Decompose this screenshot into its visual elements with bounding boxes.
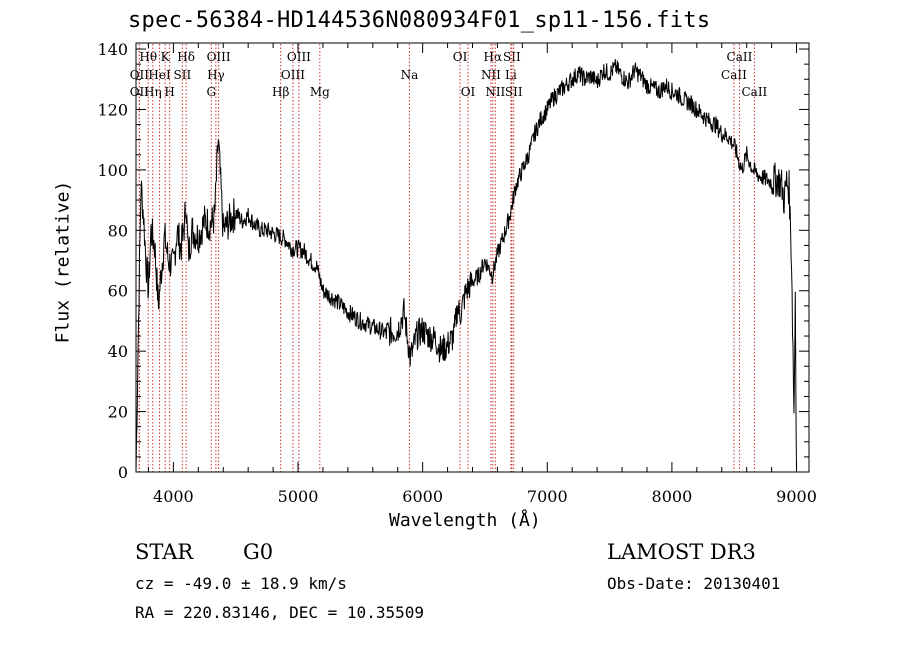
x-tick-label: 5000 <box>278 487 319 506</box>
x-tick-label: 7000 <box>527 487 568 506</box>
line-label: NII <box>481 68 501 82</box>
line-label: OIII <box>207 50 231 64</box>
spectrum-series-line <box>136 59 797 472</box>
x-tick-label: 8000 <box>652 487 693 506</box>
line-label: SII <box>174 68 192 82</box>
star-class: STAR <box>135 540 194 564</box>
line-label: OII <box>130 85 150 99</box>
line-label: NII <box>485 85 505 99</box>
line-label: OIII <box>287 50 311 64</box>
line-label: CaII <box>721 68 747 82</box>
plot-frame <box>135 42 810 473</box>
y-tick-label: 40 <box>108 342 128 361</box>
line-label: Hβ <box>272 85 289 99</box>
line-label: HeI <box>148 68 171 82</box>
chart-title: spec-56384-HD144536N080934F01_sp11-156.f… <box>128 8 711 33</box>
y-tick-label: 60 <box>108 282 128 301</box>
line-label: Hθ <box>139 50 157 64</box>
line-label: CaII <box>727 50 753 64</box>
line-label: CaII <box>741 85 767 99</box>
y-axis-label: Flux (relative) <box>52 180 74 344</box>
line-label: Na <box>401 68 419 82</box>
x-axis-label: Wavelength (Å) <box>389 510 541 531</box>
line-label: Mg <box>310 85 330 99</box>
line-label: G <box>206 85 216 99</box>
y-tick-label: 20 <box>108 403 128 422</box>
observation-date: Obs-Date: 20130401 <box>607 574 781 593</box>
line-label: Hη <box>144 85 162 99</box>
y-tick-label: 100 <box>97 161 128 180</box>
line-label: Hδ <box>177 50 195 64</box>
star-subclass: G0 <box>243 540 274 564</box>
line-label: K <box>161 50 171 64</box>
y-tick-label: 80 <box>108 221 128 240</box>
ra-dec: RA = 220.83146, DEC = 10.35509 <box>135 603 424 622</box>
redshift-cz: cz = -49.0 ± 18.9 km/s <box>135 574 347 593</box>
line-label: OI <box>461 85 476 99</box>
survey-name: LAMOST DR3 <box>607 540 756 564</box>
line-label: OI <box>453 50 468 64</box>
line-label: SII <box>503 50 521 64</box>
line-label: SII <box>505 85 523 99</box>
line-label: Hγ <box>207 68 225 82</box>
line-label: OII <box>130 68 150 82</box>
line-label: Li <box>505 68 517 82</box>
y-tick-label: 120 <box>97 100 128 119</box>
line-label: H <box>164 85 174 99</box>
y-tick-label: 140 <box>97 40 128 59</box>
x-tick-label: 4000 <box>153 487 194 506</box>
x-tick-label: 9000 <box>776 487 817 506</box>
y-tick-label: 0 <box>118 463 128 482</box>
line-label: Hα <box>484 50 503 64</box>
x-tick-label: 6000 <box>402 487 443 506</box>
line-label: OIII <box>281 68 305 82</box>
